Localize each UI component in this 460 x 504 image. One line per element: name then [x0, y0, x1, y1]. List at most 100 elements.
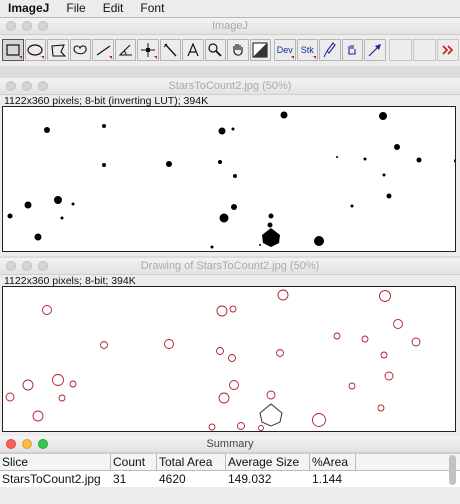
tool-bar: Dev Stk [0, 35, 460, 65]
edit-menu[interactable]: Edit [95, 0, 133, 17]
more-tools-button[interactable] [437, 39, 459, 61]
column-header[interactable]: Average Size [226, 454, 310, 470]
image-titlebar[interactable]: StarsToCount2.jpg (50%) [0, 78, 460, 95]
file-menu[interactable]: File [58, 0, 94, 17]
object-outline [267, 391, 275, 399]
object-outline [394, 320, 403, 329]
star-blob [232, 128, 235, 131]
imagej-toolbar-window: ImageJ [0, 18, 460, 66]
object-outline [238, 423, 245, 430]
magnifier-tool-button[interactable] [205, 39, 227, 61]
toolbar-titlebar[interactable]: ImageJ [0, 18, 460, 35]
rectangle-tool-icon [6, 44, 20, 56]
oval-tool-icon [27, 44, 43, 56]
object-outline [381, 352, 387, 358]
table-cell: 1.144 [310, 471, 356, 487]
object-outline [43, 306, 52, 315]
object-outline [229, 355, 236, 362]
angle-tool-icon [117, 43, 133, 57]
star-blob [259, 244, 261, 246]
app-menu[interactable]: ImageJ [0, 0, 58, 17]
image-canvas[interactable] [2, 286, 456, 432]
stars-image [3, 107, 455, 251]
summary-titlebar[interactable]: Summary [0, 436, 460, 453]
star-blob [387, 194, 392, 199]
object-outline [230, 306, 236, 312]
stk-menu-button[interactable]: Stk [297, 39, 319, 61]
table-cell: 4620 [157, 471, 226, 487]
object-outline [259, 426, 264, 431]
star-blob [219, 128, 226, 135]
star-blob [233, 174, 237, 178]
star-blob [394, 144, 400, 150]
star-blob [166, 161, 172, 167]
freehand-tool-button[interactable] [70, 39, 92, 61]
results-table-header: Slice Count Total Area Average Size %Are… [0, 453, 460, 471]
object-outline [217, 306, 227, 316]
object-outline [278, 290, 288, 300]
dev-menu-label: Dev [277, 45, 293, 55]
object-outline [277, 350, 284, 357]
text-tool-button[interactable] [182, 39, 204, 61]
star-blob [262, 228, 280, 247]
angle-tool-button[interactable] [115, 39, 137, 61]
dev-menu-button[interactable]: Dev [274, 39, 296, 61]
star-blob [25, 202, 32, 209]
object-outline [23, 380, 33, 390]
star-blob [8, 214, 13, 219]
object-outline [313, 414, 326, 427]
column-header[interactable]: %Area [310, 454, 356, 470]
star-blob [72, 203, 75, 206]
object-outline [334, 333, 340, 339]
star-blob [364, 158, 367, 161]
column-header[interactable]: Count [111, 454, 157, 470]
double-chevron-right-icon [441, 44, 455, 56]
font-menu[interactable]: Font [132, 0, 173, 17]
object-outline [230, 381, 239, 390]
arrow-tool-button[interactable] [364, 39, 386, 61]
hand-tool-button[interactable] [227, 39, 249, 61]
column-header[interactable]: Slice [0, 454, 111, 470]
outlines-image [3, 287, 455, 431]
point-tool-button[interactable] [137, 39, 159, 61]
object-outline [362, 336, 368, 342]
oval-tool-button[interactable] [25, 39, 47, 61]
table-cell: 149.032 [226, 471, 310, 487]
star-blob [281, 112, 288, 119]
star-blob [269, 214, 274, 219]
empty-tool-slot [413, 39, 436, 61]
object-outline [165, 340, 174, 349]
image-window-title: Drawing of StarsToCount2.jpg (50%) [0, 258, 460, 274]
star-blob [218, 160, 222, 164]
object-outline [59, 395, 65, 401]
star-blob [336, 156, 338, 158]
column-header[interactable]: Total Area [157, 454, 226, 470]
object-outline [378, 405, 384, 411]
line-tool-icon [95, 43, 111, 57]
stk-menu-label: Stk [301, 45, 314, 55]
object-outline [101, 342, 108, 349]
table-row[interactable]: StarsToCount2.jpg 31 4620 149.032 1.144 [0, 471, 460, 487]
empty-tool-slot [389, 39, 412, 61]
object-outline [70, 381, 76, 387]
flood-fill-tool-button[interactable] [342, 39, 364, 61]
star-blob [379, 112, 387, 120]
text-tool-icon [185, 42, 201, 58]
object-outline [33, 411, 43, 421]
color-picker-tool-button[interactable] [250, 39, 272, 61]
wand-tool-button[interactable] [160, 39, 182, 61]
star-blob [44, 127, 50, 133]
image-titlebar[interactable]: Drawing of StarsToCount2.jpg (50%) [0, 258, 460, 275]
star-blob [351, 205, 354, 208]
polygon-tool-button[interactable] [47, 39, 69, 61]
brush-tool-button[interactable] [319, 39, 341, 61]
star-blob [54, 196, 62, 204]
hand-tool-icon [230, 42, 246, 58]
rectangle-tool-button[interactable] [2, 39, 24, 61]
line-tool-button[interactable] [92, 39, 114, 61]
desktop-gap [0, 66, 460, 78]
object-outline [260, 404, 282, 426]
vertical-scrollbar[interactable] [449, 455, 456, 485]
star-blob [268, 223, 273, 228]
image-canvas[interactable] [2, 106, 456, 252]
